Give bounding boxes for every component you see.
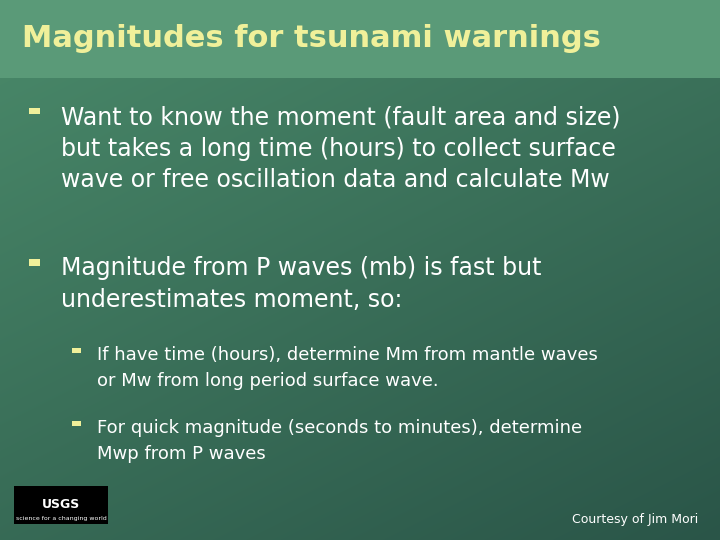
FancyBboxPatch shape [29,259,40,266]
Text: science for a changing world: science for a changing world [16,516,107,521]
Text: USGS: USGS [42,498,81,511]
FancyBboxPatch shape [0,0,720,78]
FancyBboxPatch shape [72,421,81,427]
Text: or Mw from long period surface wave.: or Mw from long period surface wave. [97,372,438,390]
Text: Want to know the moment (fault area and size): Want to know the moment (fault area and … [61,105,621,129]
Text: If have time (hours), determine Mm from mantle waves: If have time (hours), determine Mm from … [97,346,598,364]
Text: underestimates moment, so:: underestimates moment, so: [61,288,402,312]
Text: For quick magnitude (seconds to minutes), determine: For quick magnitude (seconds to minutes)… [97,419,582,437]
FancyBboxPatch shape [29,107,40,114]
Text: Mwp from P waves: Mwp from P waves [97,445,266,463]
Text: wave or free oscillation data and calculate Mw: wave or free oscillation data and calcul… [61,168,610,192]
FancyBboxPatch shape [72,348,81,354]
FancyBboxPatch shape [14,486,108,524]
Text: Magnitudes for tsunami warnings: Magnitudes for tsunami warnings [22,24,600,53]
Text: Courtesy of Jim Mori: Courtesy of Jim Mori [572,514,698,526]
Text: but takes a long time (hours) to collect surface: but takes a long time (hours) to collect… [61,137,616,160]
Text: Magnitude from P waves (mb) is fast but: Magnitude from P waves (mb) is fast but [61,256,541,280]
